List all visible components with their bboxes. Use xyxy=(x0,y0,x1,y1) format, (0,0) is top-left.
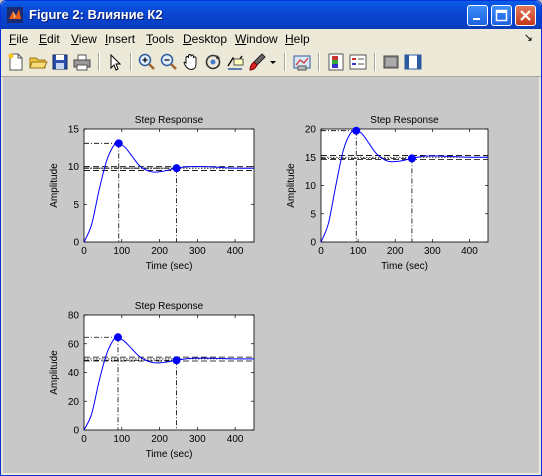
new-file-icon[interactable] xyxy=(6,52,26,72)
x-tick-label: 300 xyxy=(189,434,206,445)
figure-toolbar xyxy=(1,48,541,77)
menu-window[interactable]: Window xyxy=(235,32,278,46)
dock-arrow-icon[interactable]: ↘ xyxy=(523,32,533,44)
y-tick-label: 20 xyxy=(68,397,80,408)
x-tick-label: 200 xyxy=(151,246,168,257)
settling-marker xyxy=(172,356,181,365)
y-axis-label: Amplitude xyxy=(49,350,60,395)
menu-tools[interactable]: Tools xyxy=(146,32,175,46)
pointer-icon[interactable] xyxy=(105,52,125,72)
matlab-icon xyxy=(7,7,23,23)
y-tick-label: 10 xyxy=(305,181,317,192)
response-curve xyxy=(83,336,255,431)
window-title: Figure 2: Влияние К2 xyxy=(29,7,163,22)
peak-marker xyxy=(114,139,123,148)
brush-dropdown-icon[interactable] xyxy=(268,52,278,72)
axes-box xyxy=(83,128,255,243)
menu-edit[interactable]: Edit xyxy=(39,32,60,46)
chart-title: Step Response xyxy=(370,115,439,126)
axes-box xyxy=(320,128,489,243)
peak-marker xyxy=(114,333,122,342)
x-tick-label: 0 xyxy=(318,246,324,257)
y-tick-label: 15 xyxy=(68,125,80,136)
x-tick-label: 300 xyxy=(189,246,206,257)
close-icon xyxy=(520,10,531,21)
y-axis-label: Amplitude xyxy=(286,163,297,208)
toolbar-separator xyxy=(318,53,320,71)
x-tick-label: 100 xyxy=(113,246,130,257)
response-curve xyxy=(320,130,489,243)
legend-icon[interactable] xyxy=(348,52,368,72)
maximize-icon xyxy=(495,9,508,22)
x-tick-label: 0 xyxy=(81,434,87,445)
x-tick-label: 200 xyxy=(151,434,168,445)
step-response-plot-2: 0 100 200 300 400 0 5 10 15 20 Step Response Time (… xyxy=(286,115,489,272)
brush-icon[interactable] xyxy=(247,52,267,72)
rotate-3d-icon[interactable] xyxy=(203,52,223,72)
x-axis-label: Time (sec) xyxy=(146,449,193,460)
x-axis-label: Time (sec) xyxy=(381,261,428,272)
y-tick-label: 40 xyxy=(68,368,80,379)
x-tick-label: 0 xyxy=(81,246,87,257)
maximize-button[interactable] xyxy=(491,5,512,26)
x-tick-label: 200 xyxy=(387,246,404,257)
data-cursor-icon[interactable] xyxy=(225,52,245,72)
toolbar-separator xyxy=(98,53,100,71)
link-plot-icon[interactable] xyxy=(292,52,312,72)
menu-desktop[interactable]: Desktop xyxy=(183,32,228,46)
print-icon[interactable] xyxy=(72,52,92,72)
settling-marker xyxy=(172,164,181,173)
y-axis-label: Amplitude xyxy=(49,163,60,208)
x-tick-label: 400 xyxy=(227,246,244,257)
title-bar[interactable]: Figure 2: Влияние К2 xyxy=(1,1,541,29)
pan-hand-icon[interactable] xyxy=(181,52,201,72)
menu-view[interactable]: View xyxy=(71,32,97,46)
peak-marker xyxy=(352,126,361,135)
settling-marker xyxy=(407,154,416,163)
zoom-out-icon[interactable] xyxy=(159,52,179,72)
y-tick-label: 5 xyxy=(73,200,79,211)
save-icon[interactable] xyxy=(50,52,70,72)
menu-bar: File Edit View Insert Tools Desktop Wind… xyxy=(1,29,541,48)
menu-insert[interactable]: Insert xyxy=(105,32,136,46)
show-plot-tools-icon[interactable] xyxy=(403,52,423,72)
open-folder-icon[interactable] xyxy=(28,52,48,72)
y-tick-label: 10 xyxy=(68,162,80,173)
minimize-button[interactable] xyxy=(467,5,488,26)
y-tick-label: 80 xyxy=(68,311,80,322)
step-response-plot-1: 0 100 200 300 400 0 5 10 15 Step Response Time (se… xyxy=(49,115,255,272)
close-button[interactable] xyxy=(515,5,536,26)
toolbar-separator xyxy=(130,53,132,71)
menu-file[interactable]: File xyxy=(9,32,29,46)
y-tick-label: 0 xyxy=(73,426,79,437)
x-tick-label: 100 xyxy=(113,434,130,445)
step-response-plot-3: 0 100 200 300 400 0 20 40 60 80 Step Response Time … xyxy=(49,301,255,460)
toolbar-separator xyxy=(284,53,286,71)
hide-plot-tools-icon[interactable] xyxy=(381,52,401,72)
y-tick-label: 5 xyxy=(310,209,316,220)
axes-box xyxy=(83,314,255,431)
colorbar-icon[interactable] xyxy=(326,52,346,72)
x-axis-label: Time (sec) xyxy=(146,261,193,272)
x-tick-label: 400 xyxy=(461,246,478,257)
x-tick-label: 300 xyxy=(424,246,441,257)
menu-help[interactable]: Help xyxy=(285,32,310,46)
y-tick-label: 15 xyxy=(305,153,317,164)
minimize-icon xyxy=(473,18,480,20)
y-tick-label: 0 xyxy=(73,238,79,249)
x-tick-label: 100 xyxy=(350,246,367,257)
y-tick-label: 60 xyxy=(68,339,80,350)
x-tick-label: 400 xyxy=(227,434,244,445)
zoom-in-icon[interactable] xyxy=(137,52,157,72)
chart-title: Step Response xyxy=(135,301,204,312)
chart-title: Step Response xyxy=(135,115,204,126)
figure-canvas[interactable]: 0 100 200 300 400 0 5 10 15 Step Response Time (se… xyxy=(3,77,539,473)
y-tick-label: 20 xyxy=(305,125,317,136)
y-tick-label: 0 xyxy=(310,238,316,249)
response-curve xyxy=(83,142,255,243)
toolbar-separator xyxy=(374,53,376,71)
